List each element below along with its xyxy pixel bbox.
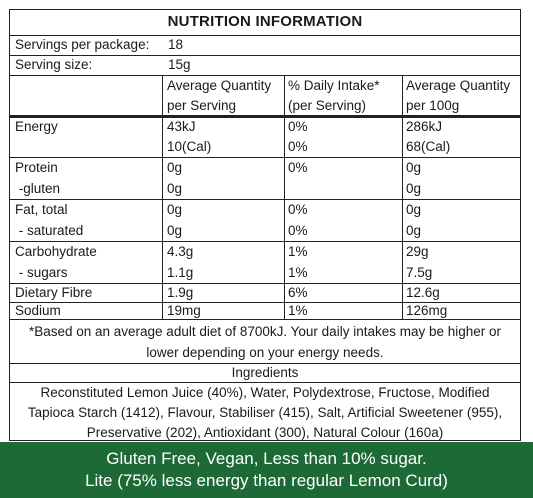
servings-label: Servings per package: — [15, 37, 150, 52]
header-daily-line2: (per Serving) — [288, 98, 367, 113]
serving-size-value: 15g — [168, 57, 191, 72]
divider — [10, 319, 520, 320]
row-label: Sodium — [15, 303, 61, 318]
row-per100: 0g — [406, 223, 422, 238]
row-label: -gluten — [15, 181, 61, 196]
ingredients-line1: Reconstituted Lemon Juice (40%), Water, … — [40, 385, 490, 400]
divider — [10, 35, 520, 36]
row-daily: 0% — [288, 223, 308, 238]
banner-line2: Lite (75% less energy than regular Lemon… — [85, 471, 448, 490]
ingredients-line2: Tapioca Starch (1412), Flavour, Stabilis… — [27, 405, 503, 420]
row-daily: 0% — [288, 202, 308, 217]
ingredients-line3: Preservative (202), Antioxidant (300), N… — [86, 425, 444, 440]
header-serving-line2: per Serving — [167, 98, 237, 113]
banner-line1: Gluten Free, Vegan, Less than 10% sugar. — [106, 449, 427, 468]
row-label: Carbohydrate — [15, 244, 97, 259]
divider — [10, 55, 520, 56]
row-serving: 0g — [167, 223, 183, 238]
row-label: Dietary Fibre — [15, 285, 93, 300]
header-daily-line1: % Daily Intake* — [288, 78, 380, 93]
panel-title: NUTRITION INFORMATION — [167, 13, 363, 30]
row-serving: 19mg — [167, 303, 201, 318]
row-label: Protein — [15, 160, 58, 175]
header-per100-line1: Average Quantity — [406, 78, 511, 93]
row-label: - sugars — [15, 265, 68, 280]
row-serving: 1.1g — [167, 265, 194, 280]
row-daily: 1% — [288, 265, 308, 280]
column-divider — [284, 75, 285, 319]
row-daily: 0% — [288, 119, 308, 134]
claims-banner: Gluten Free, Vegan, Less than 10% sugar.… — [0, 442, 533, 498]
row-per100: 126mg — [406, 303, 448, 318]
divider — [10, 283, 520, 284]
divider — [10, 199, 520, 200]
divider — [10, 382, 520, 383]
row-daily: 6% — [288, 285, 308, 300]
header-divider — [10, 115, 520, 118]
nutrition-panel: NUTRITION INFORMATION Servings per packa… — [9, 9, 521, 441]
divider — [10, 157, 520, 158]
footnote-line1: *Based on an average adult diet of 8700k… — [28, 324, 502, 339]
serving-size-label: Serving size: — [15, 57, 93, 72]
row-serving: 4.3g — [167, 244, 194, 259]
header-per100-line2: per 100g — [406, 98, 460, 113]
row-per100: 12.6g — [406, 285, 440, 300]
row-label: Energy — [15, 119, 58, 134]
row-label: Fat, total — [15, 202, 68, 217]
column-divider — [162, 75, 163, 319]
row-per100: 286kJ — [406, 119, 443, 134]
row-serving: 0g — [167, 202, 183, 217]
row-daily: 0% — [288, 160, 308, 175]
row-per100: 0g — [406, 181, 422, 196]
row-daily: 1% — [288, 244, 308, 259]
row-serving: 10(Cal) — [167, 139, 212, 154]
row-per100: 68(Cal) — [406, 139, 451, 154]
row-serving: 0g — [167, 160, 183, 175]
divider — [10, 241, 520, 242]
footnote-line2: lower depending on your energy needs. — [146, 345, 384, 360]
row-per100: 29g — [406, 244, 429, 259]
row-serving: 43kJ — [167, 119, 196, 134]
row-serving: 0g — [167, 181, 183, 196]
row-per100: 7.5g — [406, 265, 433, 280]
row-daily: 0% — [288, 139, 308, 154]
divider — [10, 302, 520, 303]
header-serving-line1: Average Quantity — [167, 78, 272, 93]
column-divider — [402, 75, 403, 319]
row-per100: 0g — [406, 202, 422, 217]
row-label: - saturated — [15, 223, 84, 238]
row-per100: 0g — [406, 160, 422, 175]
row-daily: 1% — [288, 303, 308, 318]
divider — [10, 75, 520, 76]
divider — [10, 363, 520, 364]
row-serving: 1.9g — [167, 285, 194, 300]
ingredients-title: Ingredients — [231, 365, 299, 380]
servings-value: 18 — [168, 37, 184, 52]
